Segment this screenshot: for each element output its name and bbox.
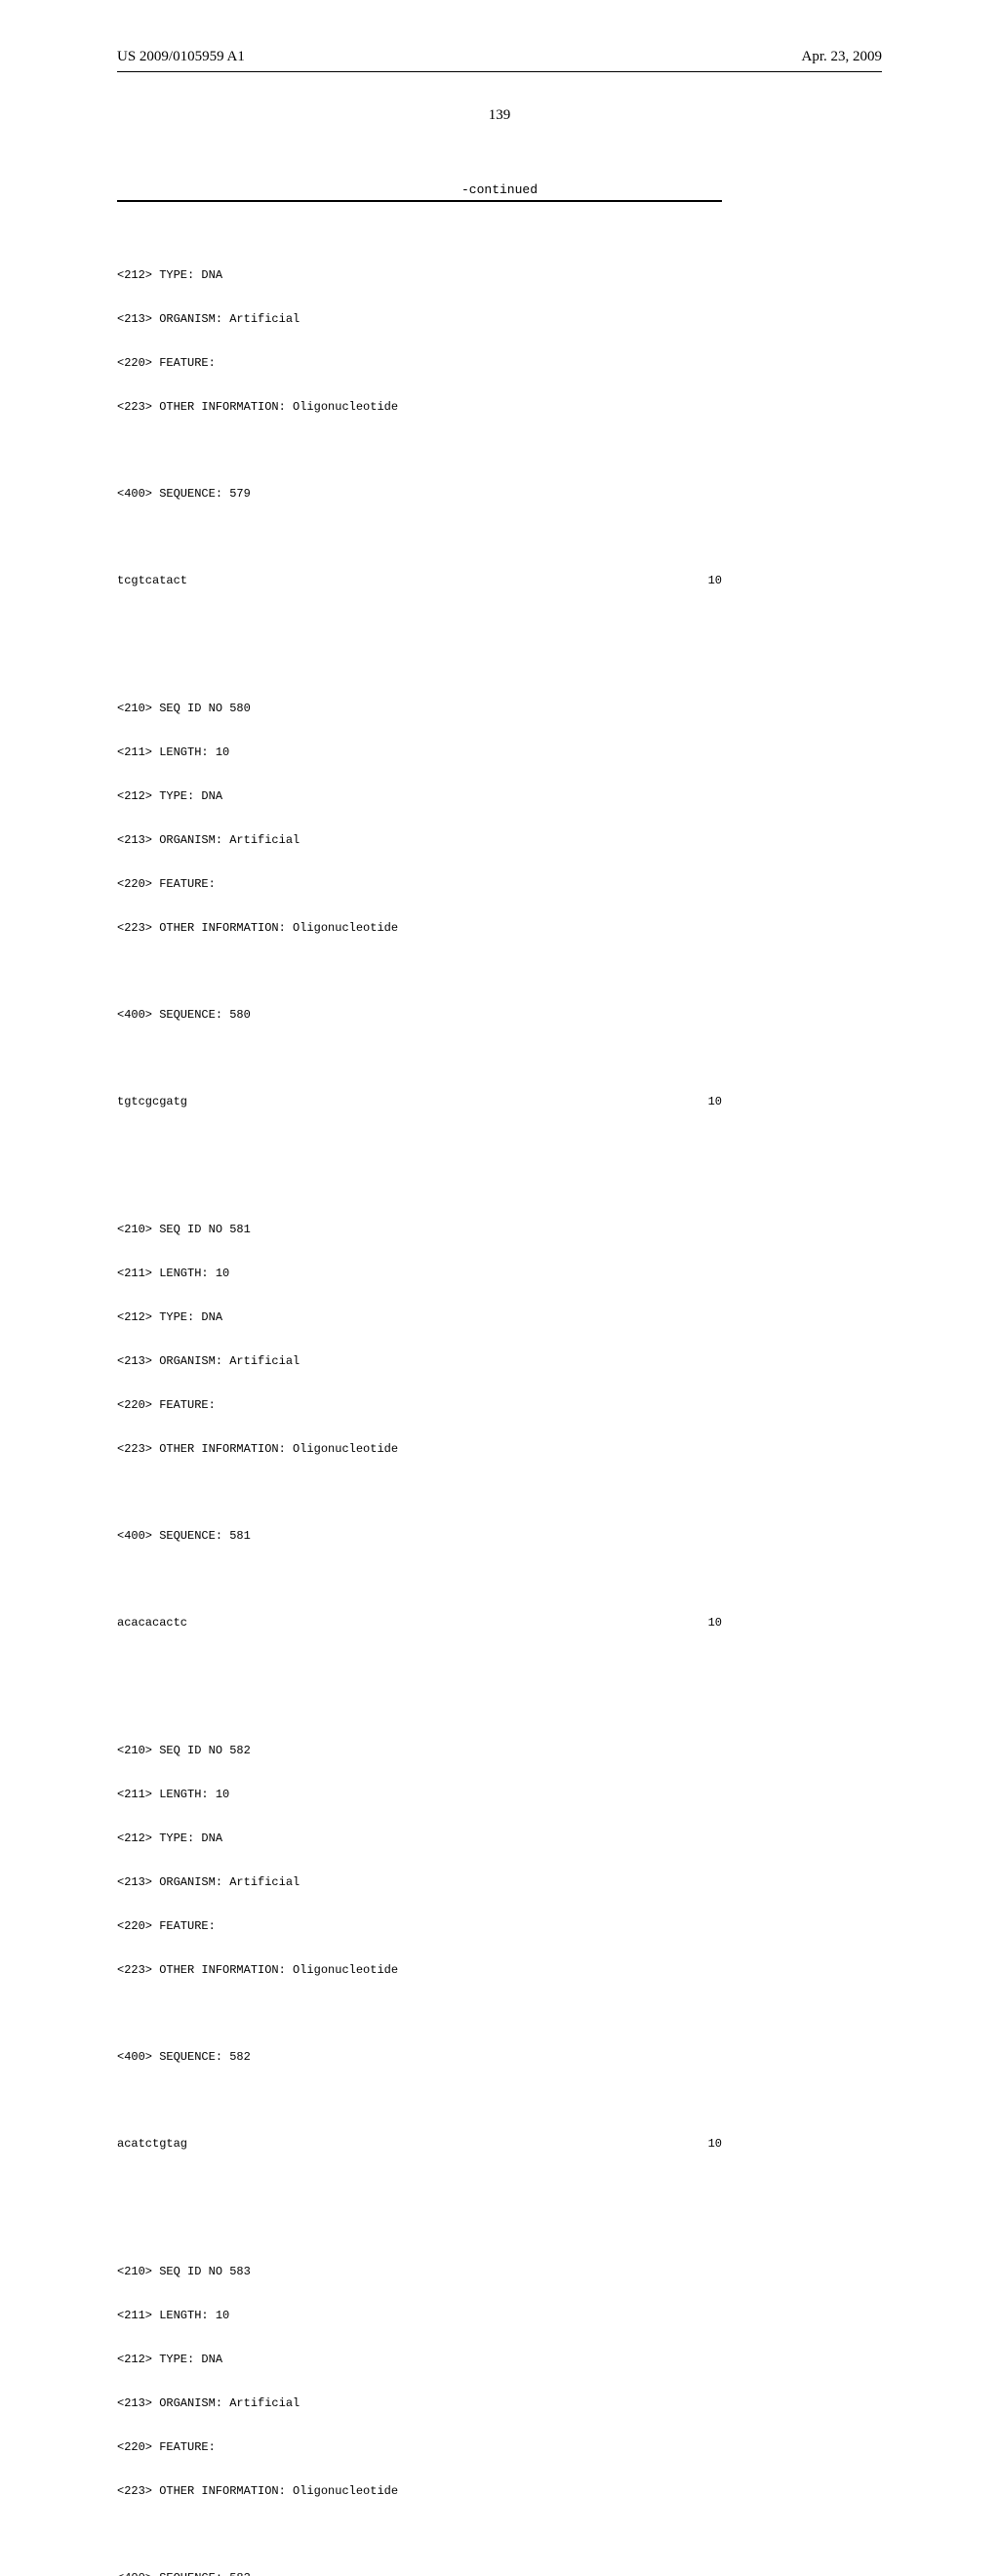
meta-line: <220> FEATURE: [117, 1398, 882, 1413]
header-rule [117, 71, 882, 72]
meta-line: <213> ORGANISM: Artificial [117, 1354, 882, 1369]
meta-line: <210> SEQ ID NO 580 [117, 702, 882, 716]
meta-line: <210> SEQ ID NO 582 [117, 1744, 882, 1758]
meta-line: <223> OTHER INFORMATION: Oligonucleotide [117, 921, 882, 936]
meta-line: <211> LENGTH: 10 [117, 1788, 882, 1802]
meta-line: <223> OTHER INFORMATION: Oligonucleotide [117, 2484, 882, 2499]
sequence-length: 10 [708, 2137, 722, 2152]
meta-line: <212> TYPE: DNA [117, 268, 882, 283]
page-container: US 2009/0105959 A1 Apr. 23, 2009 139 -co… [0, 0, 999, 2576]
meta-line: <223> OTHER INFORMATION: Oligonucleotide [117, 400, 882, 415]
continued-label: -continued [117, 182, 882, 197]
meta-line: <212> TYPE: DNA [117, 1831, 882, 1846]
meta-line: <211> LENGTH: 10 [117, 745, 882, 760]
sequence-text: acacacactc [117, 1616, 187, 1630]
meta-line: <211> LENGTH: 10 [117, 1267, 882, 1281]
meta-line: <212> TYPE: DNA [117, 1310, 882, 1325]
meta-line: <213> ORGANISM: Artificial [117, 2396, 882, 2411]
sequence-row: acacacactc 10 [117, 1616, 722, 1630]
sequence-text: tgtcgcgatg [117, 1095, 187, 1109]
sequence-row: tgtcgcgatg 10 [117, 1095, 722, 1109]
meta-line: <220> FEATURE: [117, 356, 882, 371]
sequence-row: acatctgtag 10 [117, 2137, 722, 2152]
sequence-length: 10 [708, 1095, 722, 1109]
sequence-header: <400> SEQUENCE: 580 [117, 1008, 882, 1023]
sequence-row: tcgtcatact 10 [117, 574, 722, 588]
sequence-text: tcgtcatact [117, 574, 187, 588]
meta-line: <223> OTHER INFORMATION: Oligonucleotide [117, 1442, 882, 1457]
publication-date: Apr. 23, 2009 [802, 49, 883, 65]
meta-line: <210> SEQ ID NO 581 [117, 1223, 882, 1237]
meta-line: <213> ORGANISM: Artificial [117, 1875, 882, 1890]
meta-line: <213> ORGANISM: Artificial [117, 312, 882, 327]
meta-line: <210> SEQ ID NO 583 [117, 2265, 882, 2279]
meta-line: <212> TYPE: DNA [117, 2353, 882, 2367]
meta-line: <220> FEATURE: [117, 2440, 882, 2455]
sequence-length: 10 [708, 1616, 722, 1630]
publication-number: US 2009/0105959 A1 [117, 49, 245, 65]
meta-line: <212> TYPE: DNA [117, 789, 882, 804]
page-header: US 2009/0105959 A1 Apr. 23, 2009 [117, 49, 882, 65]
meta-line: <211> LENGTH: 10 [117, 2309, 882, 2323]
meta-line: <220> FEATURE: [117, 877, 882, 892]
sequence-length: 10 [708, 574, 722, 588]
sequence-rule [117, 200, 722, 202]
meta-line: <213> ORGANISM: Artificial [117, 833, 882, 848]
meta-line: <220> FEATURE: [117, 1919, 882, 1934]
page-number: 139 [117, 107, 882, 124]
sequence-header: <400> SEQUENCE: 581 [117, 1529, 882, 1544]
sequence-header: <400> SEQUENCE: 582 [117, 2050, 882, 2065]
sequence-header: <400> SEQUENCE: 583 [117, 2571, 882, 2576]
meta-line: <223> OTHER INFORMATION: Oligonucleotide [117, 1963, 882, 1978]
sequence-header: <400> SEQUENCE: 579 [117, 487, 882, 502]
sequence-text: acatctgtag [117, 2137, 187, 2152]
sequence-listing: <212> TYPE: DNA <213> ORGANISM: Artifici… [117, 210, 882, 2576]
